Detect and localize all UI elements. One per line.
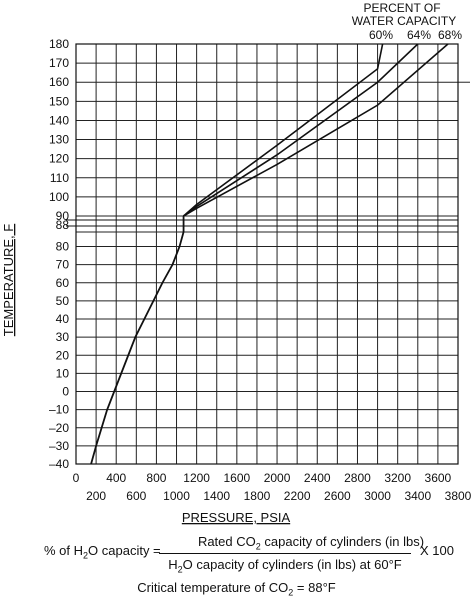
y-tick-label: 10 — [56, 366, 70, 380]
series-line-64pct — [183, 43, 419, 217]
x-tick-label: 3000 — [364, 489, 391, 503]
y-tick-label: 90 — [56, 209, 70, 223]
x-tick-label: 2400 — [304, 471, 331, 485]
x-tick-label: 2000 — [264, 471, 291, 485]
y-tick-label: 120 — [49, 152, 69, 166]
y-tick-label: 50 — [56, 294, 70, 308]
y-tick-label: –30 — [49, 439, 69, 453]
y-tick-label: 80 — [56, 240, 70, 254]
y-tick-label: –10 — [49, 403, 69, 417]
series-label: 68% — [438, 28, 462, 42]
y-axis-label: TEMPERATURE, F — [1, 224, 16, 336]
y-tick-label: –20 — [49, 421, 69, 435]
y-tick-label: 130 — [49, 133, 69, 147]
x-tick-label: 1200 — [183, 471, 210, 485]
y-tick-label: 140 — [49, 113, 69, 127]
x-tick-labels: 0 400 800 1200 1600 2000 2400 2800 3200 3600 200 60… — [73, 471, 472, 503]
x-tick-label: 200 — [86, 489, 106, 503]
y-tick-label: 88 — [56, 218, 70, 232]
x-tick-label: 400 — [106, 471, 126, 485]
x-axis-label: PRESSURE, PSIA — [182, 510, 291, 525]
x-tick-label: 3800 — [445, 489, 472, 503]
annotation-title-line1: PERCENT OF — [363, 1, 440, 15]
plot-border — [75, 43, 459, 465]
saturation-curve — [90, 231, 185, 465]
y-tick-label: 20 — [56, 348, 70, 362]
y-tick-labels: 1801701601501401301201101009088807060504… — [49, 37, 69, 471]
x-tick-label: 1600 — [223, 471, 250, 485]
x-tick-label: 800 — [146, 471, 166, 485]
curves — [90, 43, 449, 465]
series-line-60pct — [183, 43, 384, 217]
y-tick-label: 160 — [49, 75, 69, 89]
x-tick-label: 1800 — [244, 489, 271, 503]
y-tick-label: 110 — [50, 171, 69, 185]
series-line-68pct — [183, 43, 449, 217]
critical-temperature-note: Critical temperature of CO2 = 88°F — [137, 580, 336, 598]
x-tick-label: 2800 — [344, 471, 371, 485]
x-tick-label: 600 — [126, 489, 146, 503]
series-label: 60% — [369, 28, 393, 42]
series-label: 64% — [407, 28, 431, 42]
x-tick-label: 0 — [73, 471, 80, 485]
formula-rhs: X 100 — [420, 543, 454, 558]
x-tick-label: 1000 — [163, 489, 190, 503]
x-tick-label: 2200 — [284, 489, 311, 503]
x-tick-label: 3400 — [404, 489, 431, 503]
y-tick-label: 60 — [56, 276, 70, 290]
x-tick-label: 3600 — [425, 471, 452, 485]
y-tick-label: 30 — [56, 330, 70, 344]
plot-frame — [66, 43, 459, 465]
y-tick-label: 150 — [49, 94, 69, 108]
formula-lhs: % of H2O capacity = — [44, 543, 161, 561]
y-tick-label: 170 — [49, 56, 69, 70]
x-tick-label: 1400 — [203, 489, 230, 503]
y-tick-label: 40 — [56, 312, 70, 326]
formula-fraction-bar — [159, 553, 411, 554]
x-tick-label: 2600 — [324, 489, 351, 503]
y-tick-label: 180 — [49, 37, 69, 51]
formula-numerator: Rated CO2 capacity of cylinders (in lbs) — [197, 534, 425, 552]
y-tick-label: –40 — [49, 457, 69, 471]
formula-denominator: H2O capacity of cylinders (in lbs) at 60… — [168, 557, 402, 575]
annotation-title-line2: WATER CAPACITY — [352, 14, 456, 28]
x-tick-label: 3200 — [384, 471, 411, 485]
y-tick-label: 70 — [56, 258, 70, 272]
y-tick-label: 100 — [49, 190, 69, 204]
y-tick-label: 0 — [62, 385, 69, 399]
grid — [76, 43, 470, 465]
